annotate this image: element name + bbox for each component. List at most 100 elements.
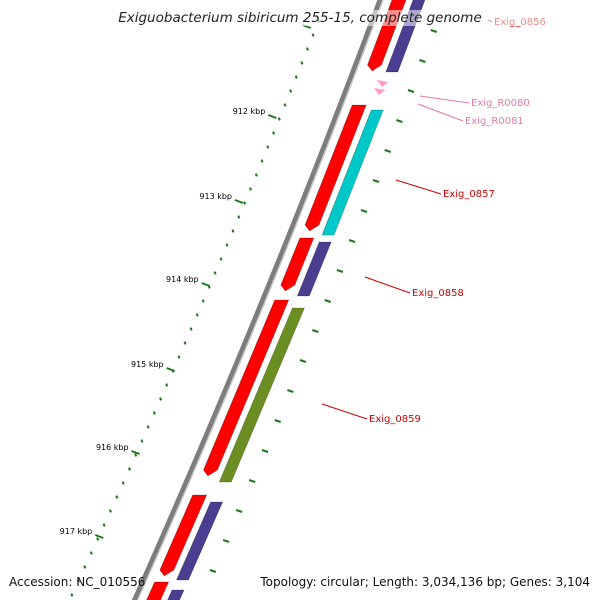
- gene-label: Exig_0858: [412, 288, 464, 299]
- minor-tick: [266, 145, 270, 149]
- minor-tick: [237, 215, 241, 219]
- rna-feature: [377, 80, 388, 87]
- feature-olive: [218, 307, 306, 483]
- feature-purple: [175, 501, 224, 581]
- minor-tick: [152, 411, 156, 415]
- rna-feature: [374, 88, 385, 95]
- minor-tick: [289, 89, 293, 93]
- outer-tick: [274, 419, 282, 423]
- feature-red: [159, 494, 208, 577]
- outer-tick: [324, 299, 332, 303]
- minor-tick: [294, 75, 298, 79]
- minor-tick: [108, 509, 112, 513]
- minor-tick: [121, 481, 125, 485]
- minor-tick: [140, 439, 144, 443]
- minor-tick: [89, 551, 93, 555]
- outer-tick: [419, 59, 426, 63]
- backbone-highlight: [136, 0, 384, 600]
- leader-line: [321, 403, 368, 420]
- outer-tick: [248, 479, 256, 483]
- outer-tick: [312, 329, 319, 333]
- minor-tick: [243, 201, 247, 205]
- minor-tick: [76, 579, 80, 583]
- tick-label: 915 kbp: [131, 360, 164, 369]
- genome-summary-text: Topology: circular; Length: 3,034,136 bp…: [260, 575, 590, 589]
- feature-purple: [167, 589, 185, 600]
- minor-tick: [127, 467, 131, 471]
- minor-tick: [283, 103, 287, 107]
- accession-text: Accession: NC_010556: [9, 575, 146, 589]
- gene-label: Exig_R0081: [465, 116, 524, 127]
- minor-tick: [248, 187, 252, 191]
- backbone-layer: [131, 0, 384, 600]
- minor-tick: [277, 117, 281, 121]
- gene-label: Exig_R0080: [471, 98, 530, 109]
- minor-tick: [189, 327, 193, 331]
- leader-line: [395, 179, 442, 195]
- outer-tick: [407, 89, 415, 93]
- leader-line: [417, 103, 464, 122]
- minor-tick: [159, 397, 163, 401]
- minor-tick: [225, 243, 229, 247]
- minor-tick: [231, 229, 235, 233]
- major-tick: [267, 114, 277, 119]
- outer-tick: [261, 449, 269, 453]
- outer-tick: [222, 539, 230, 543]
- minor-tick: [177, 355, 181, 359]
- minor-tick: [305, 47, 309, 51]
- outer-tick: [348, 239, 356, 243]
- outer-tick: [336, 269, 344, 273]
- feature-red: [146, 581, 170, 600]
- minor-tick: [300, 61, 304, 65]
- tick-label: 916 kbp: [96, 443, 129, 452]
- feature-purple: [296, 241, 332, 297]
- minor-tick: [183, 341, 187, 345]
- outer-tick: [299, 359, 307, 363]
- tick-layer: [70, 19, 438, 597]
- outer-tick: [372, 179, 380, 183]
- minor-tick: [146, 425, 150, 429]
- minor-tick: [272, 131, 276, 135]
- outer-tick: [209, 569, 217, 573]
- feature-track-layer: [146, 0, 426, 600]
- label-layer: 912 kbp 913 kbp 914 kbp 915 kbp 916 kbp 917 k…: [60, 17, 546, 536]
- outer-tick: [360, 209, 368, 213]
- outer-tick: [287, 389, 294, 393]
- minor-tick: [219, 257, 223, 261]
- minor-tick: [260, 159, 264, 163]
- minor-tick: [165, 383, 169, 387]
- minor-tick: [115, 495, 119, 499]
- minor-tick: [213, 271, 217, 275]
- outer-tick: [384, 149, 392, 153]
- tick-label: 913 kbp: [199, 192, 232, 201]
- minor-tick: [311, 33, 315, 37]
- minor-tick: [195, 313, 199, 317]
- feature-red: [304, 104, 367, 232]
- feature-red: [280, 237, 315, 292]
- tick-label: 917 kbp: [60, 527, 93, 536]
- gene-label: Exig_0857: [443, 189, 495, 200]
- outer-tick: [396, 119, 403, 123]
- major-tick: [131, 450, 140, 455]
- gene-label: Exig_0859: [369, 414, 421, 425]
- minor-tick: [83, 565, 87, 569]
- minor-tick: [70, 593, 74, 597]
- minor-tick: [201, 299, 205, 303]
- backbone-line: [131, 0, 383, 600]
- major-tick: [166, 367, 175, 372]
- feature-cyan: [321, 109, 384, 236]
- major-tick: [234, 199, 244, 204]
- map-title: Exiguobacterium sibiricum 255-15, comple…: [0, 10, 600, 26]
- minor-tick: [102, 523, 106, 527]
- leader-line: [364, 276, 411, 294]
- minor-tick: [254, 173, 258, 177]
- outer-tick: [430, 29, 438, 33]
- major-tick: [201, 282, 210, 287]
- outer-tick: [235, 509, 243, 513]
- tick-label: 914 kbp: [166, 275, 199, 284]
- minor-tick: [134, 453, 138, 457]
- feature-red: [202, 299, 290, 477]
- minor-tick: [96, 537, 100, 541]
- tick-label: 912 kbp: [233, 107, 266, 116]
